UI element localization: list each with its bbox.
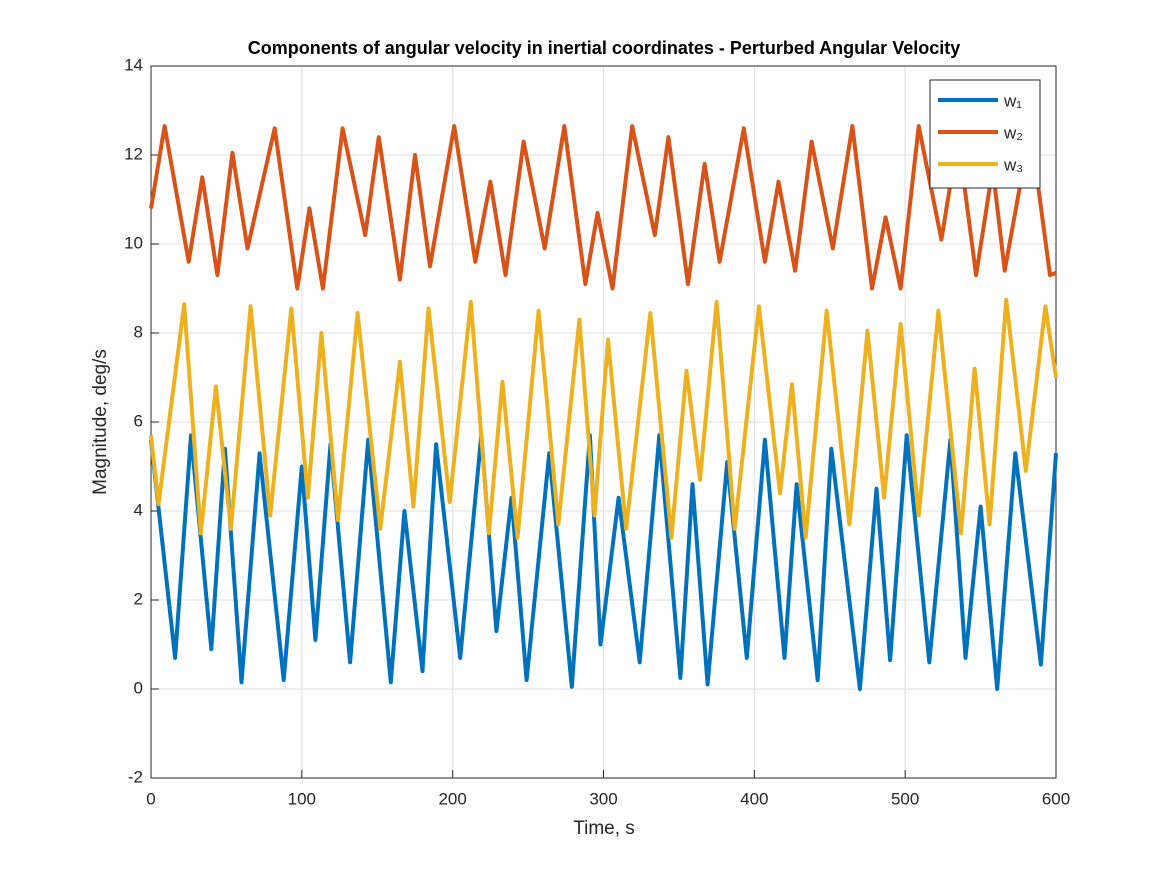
x-axis-label: Time, s [573, 818, 635, 839]
x-tick-label: 100 [288, 789, 316, 808]
legend-label: w₂ [1003, 123, 1023, 142]
x-tick-label: 300 [589, 789, 617, 808]
y-tick-label: 0 [134, 678, 143, 697]
x-tick-label: 0 [146, 789, 155, 808]
y-tick-label: 14 [124, 55, 143, 74]
y-tick-label: 2 [134, 589, 143, 608]
legend-label: w₃ [1003, 155, 1023, 174]
y-tick-label: 4 [134, 500, 143, 519]
y-tick-label: 12 [124, 144, 143, 163]
x-tick-label: 200 [438, 789, 466, 808]
plot-frame [150, 65, 1057, 779]
y-tick-label: 6 [134, 411, 143, 430]
y-tick-label: 8 [134, 322, 143, 341]
x-tick-label: 500 [891, 789, 919, 808]
y-axis-label: Magnitude, deg/s [90, 349, 111, 495]
legend-label: w₁ [1003, 91, 1022, 110]
data-line [149, 297, 1058, 540]
data-line [149, 433, 1058, 691]
y-tick-label: 10 [124, 233, 143, 252]
x-tick-label: 600 [1042, 789, 1070, 808]
chart-title: Components of angular velocity in inerti… [248, 38, 960, 58]
x-tick-label: 400 [740, 789, 768, 808]
y-tick-label: -2 [128, 767, 143, 786]
data-line [149, 124, 1057, 291]
legend: w₁ w₂ w₃ [929, 79, 1041, 189]
